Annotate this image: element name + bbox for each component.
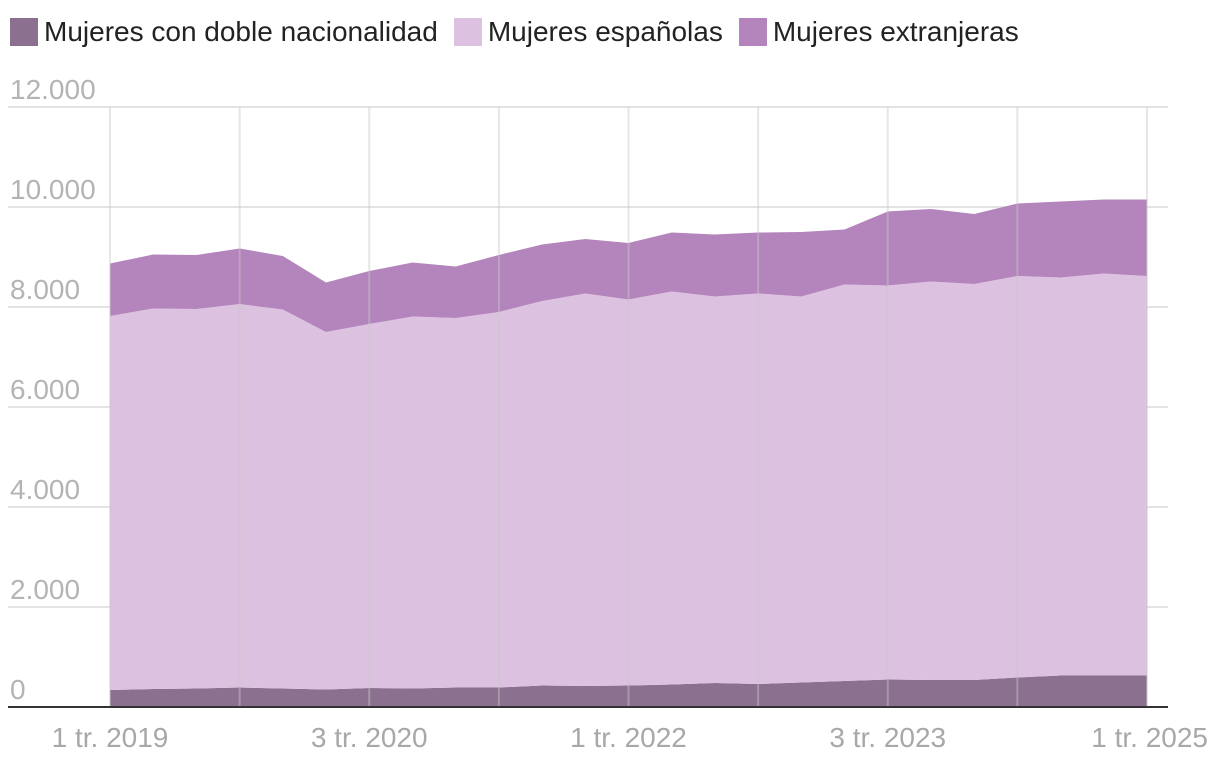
legend-label-espanolas: Mujeres españolas xyxy=(487,16,723,47)
legend-label-doble-nacionalidad: Mujeres con doble nacionalidad xyxy=(44,16,438,47)
x-tick-label-0: 1 tr. 2019 xyxy=(52,722,169,753)
legend-swatch-extranjeras xyxy=(738,18,767,46)
x-axis-tick-labels: 1 tr. 2019 3 tr. 2020 1 tr. 2022 3 tr. 2023… xyxy=(52,722,1208,753)
x-tick-label-2: 1 tr. 2022 xyxy=(570,722,687,753)
legend-item-extranjeras[interactable]: Mujeres extranjeras xyxy=(738,16,1019,48)
area-series-0 xyxy=(110,675,1147,707)
area-series-1 xyxy=(110,273,1147,690)
y-tick-label-2: 4.000 xyxy=(10,474,80,505)
area-series xyxy=(110,199,1147,707)
area-series-2 xyxy=(110,199,1147,332)
y-tick-label-6: 12.000 xyxy=(10,74,96,105)
legend-item-doble-nacionalidad[interactable]: Mujeres con doble nacionalidad xyxy=(10,16,438,48)
legend-swatch-doble-nacionalidad xyxy=(10,18,38,46)
legend: Mujeres con doble nacionalidad Mujeres e… xyxy=(10,14,1035,50)
y-tick-label-0: 0 xyxy=(10,674,26,705)
y-axis-tick-labels: 0 2.000 4.000 6.000 8.000 10.000 12.000 xyxy=(10,74,96,705)
legend-swatch-espanolas xyxy=(453,18,482,46)
x-tick-label-3: 3 tr. 2023 xyxy=(829,722,946,753)
legend-item-espanolas[interactable]: Mujeres españolas xyxy=(453,16,723,48)
vertical-gridlines xyxy=(109,107,1148,707)
x-tick-label-1: 3 tr. 2020 xyxy=(311,722,428,753)
y-tick-label-3: 6.000 xyxy=(10,374,80,405)
x-tick-label-4: 1 tr. 2025 xyxy=(1091,722,1208,753)
y-tick-label-5: 10.000 xyxy=(10,174,96,205)
y-tick-label-4: 8.000 xyxy=(10,274,80,305)
y-tick-label-1: 2.000 xyxy=(10,574,80,605)
legend-label-extranjeras: Mujeres extranjeras xyxy=(772,16,1019,47)
